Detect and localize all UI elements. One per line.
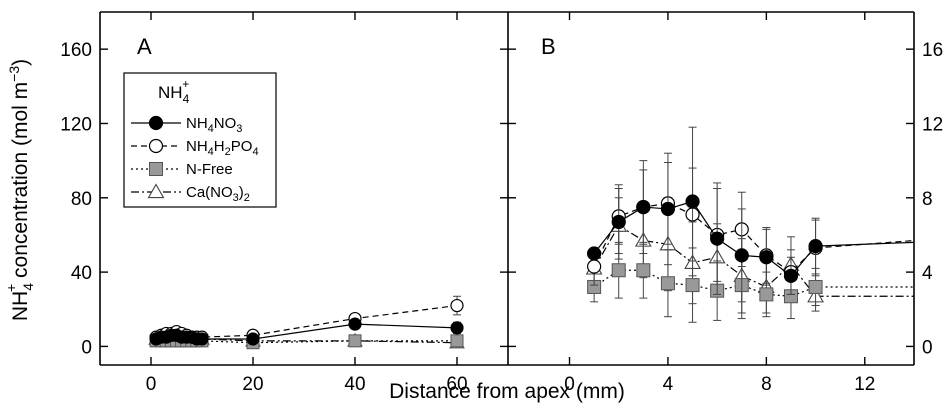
y-tick-label-right: 0 (922, 337, 933, 358)
marker (759, 250, 774, 265)
marker (636, 263, 651, 278)
marker (759, 287, 774, 302)
marker (348, 317, 362, 331)
series-line (593, 224, 817, 297)
marker (246, 332, 260, 346)
marker (348, 334, 362, 348)
y-tick-label: 160 (60, 40, 92, 61)
marker (808, 238, 823, 254)
panel-label-b: B (541, 34, 556, 59)
marker (450, 334, 464, 348)
series-line (593, 200, 817, 277)
y-tick-label: 120 (60, 114, 92, 135)
marker (660, 201, 676, 217)
series-NH4NO3 (587, 126, 915, 303)
x-tick-label: 8 (761, 374, 772, 395)
marker (734, 248, 749, 263)
marker (685, 278, 700, 293)
legend-box (123, 72, 277, 208)
marker (195, 332, 209, 346)
y-tick-label-right: 12 (922, 114, 943, 135)
y-tick-label: 80 (71, 189, 92, 210)
marker (808, 279, 823, 294)
x-tick-label: 40 (344, 374, 365, 395)
x-tick-label: 60 (446, 374, 467, 395)
series-line (593, 202, 816, 273)
y-tick-label-right: 16 (922, 40, 943, 61)
marker (710, 231, 725, 246)
legend-title: NH4+ (158, 77, 190, 106)
marker (450, 321, 464, 335)
series-N-Free (587, 241, 914, 323)
y-tick-label: 0 (81, 337, 92, 358)
x-tick-label: 4 (663, 374, 674, 395)
marker (685, 194, 700, 209)
legend-entry-label: N-Free (186, 161, 233, 178)
y-tick-label-right: 8 (922, 189, 933, 210)
y-axis-label: NH4+ concentration (mol m−3) (3, 59, 36, 321)
panel-label-a: A (137, 34, 152, 59)
legend-entry-label: NH4H2PO4 (186, 138, 259, 158)
series-Ca(NO3)2 (585, 197, 914, 314)
legend-entry-label: NH4NO3 (186, 115, 242, 135)
series-line (593, 269, 816, 297)
marker (147, 183, 165, 199)
y-tick-label: 40 (71, 263, 92, 284)
x-tick-label: 20 (242, 374, 263, 395)
marker (783, 268, 799, 283)
series-line-tail (815, 239, 915, 249)
marker (611, 214, 626, 230)
marker (148, 138, 164, 154)
series-NH4NO3 (149, 317, 464, 346)
marker (660, 276, 675, 291)
marker (148, 115, 164, 131)
marker (611, 263, 626, 278)
x-axis-label: Distance from apex (mm) (389, 380, 625, 403)
marker (587, 246, 602, 261)
marker (636, 199, 651, 215)
legend: NH4+ NH4NO3 NH4H2PO4 N-Free Ca(NO3)2 (123, 72, 277, 208)
legend-entry-label: Ca(NO3)2 (186, 184, 250, 204)
marker (587, 259, 602, 274)
x-tick-label: 0 (146, 374, 157, 395)
x-tick-label: 12 (854, 374, 875, 395)
x-tick-label: 0 (564, 374, 575, 395)
series-line-tail (815, 241, 915, 247)
y-tick-label-right: 4 (922, 263, 933, 284)
marker (149, 162, 163, 176)
marker (450, 298, 464, 313)
